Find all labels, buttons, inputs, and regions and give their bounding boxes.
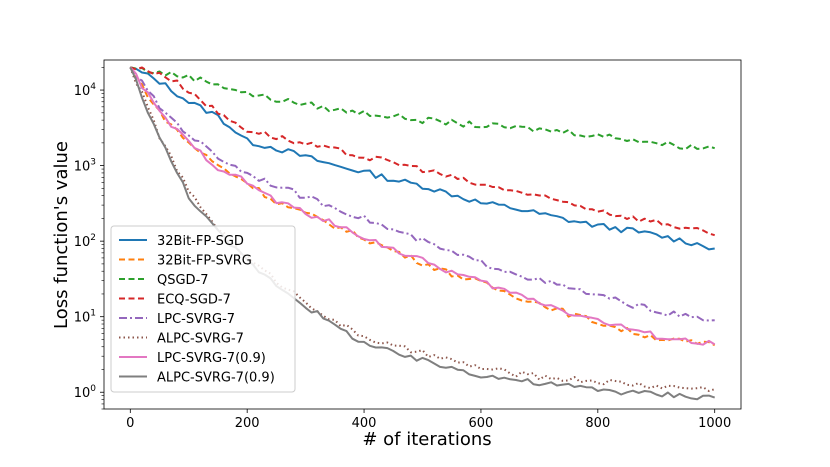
series-line-lpc-svrg-7 <box>129 66 715 322</box>
legend-label-lpc-svrg-7: LPC-SVRG-7 <box>157 312 235 327</box>
y-tick-label: 102 <box>74 233 96 250</box>
legend-label-qsgd-7: QSGD-7 <box>157 273 209 288</box>
x-tick-label: 600 <box>469 416 494 431</box>
series-layer <box>129 66 716 401</box>
legend-label-32bit-fp-svrg: 32Bit-FP-SVRG <box>157 254 252 269</box>
x-tick-label: 400 <box>352 416 377 431</box>
x-axis-label: # of iterations <box>362 429 491 450</box>
series-line-32bit-fp-sgd <box>130 66 715 251</box>
x-tick-label: 0 <box>126 416 134 431</box>
series-line-lpc-svrg-7-0-9 <box>129 66 716 346</box>
y-axis-label: Loss function's value <box>51 141 72 329</box>
axes-layer: 0 200 400 600 800 1000 100 101 102 103 104 <box>74 59 742 431</box>
y-tick-label: 100 <box>74 384 97 401</box>
y-tick-label: 104 <box>74 82 97 99</box>
series-line-ecq-sgd-7 <box>129 66 715 237</box>
x-tick-label: 800 <box>585 416 610 431</box>
y-tick-label: 103 <box>74 158 96 175</box>
series-line-qsgd-7 <box>130 66 715 151</box>
legend-label-ecq-sgd-7: ECQ-SGD-7 <box>157 293 231 308</box>
legend-label-alpc-svrg-7-0-9: ALPC-SVRG-7(0.9) <box>157 371 275 386</box>
legend-label-32bit-fp-sgd: 32Bit-FP-SGD <box>157 234 244 249</box>
y-tick-label: 101 <box>74 309 96 326</box>
series-line-32bit-fp-svrg <box>129 66 716 347</box>
x-tick-label: 200 <box>235 416 260 431</box>
plot-frame <box>103 59 742 410</box>
legend-box <box>110 225 296 393</box>
legend-label-lpc-svrg-7-0-9: LPC-SVRG-7(0.9) <box>157 351 266 366</box>
legend-label-alpc-svrg-7: ALPC-SVRG-7 <box>157 332 244 347</box>
legend: 32Bit-FP-SGD 32Bit-FP-SVRG QSGD-7 ECQ-SGD-7… <box>110 225 296 393</box>
x-tick-label: 1000 <box>698 416 731 431</box>
